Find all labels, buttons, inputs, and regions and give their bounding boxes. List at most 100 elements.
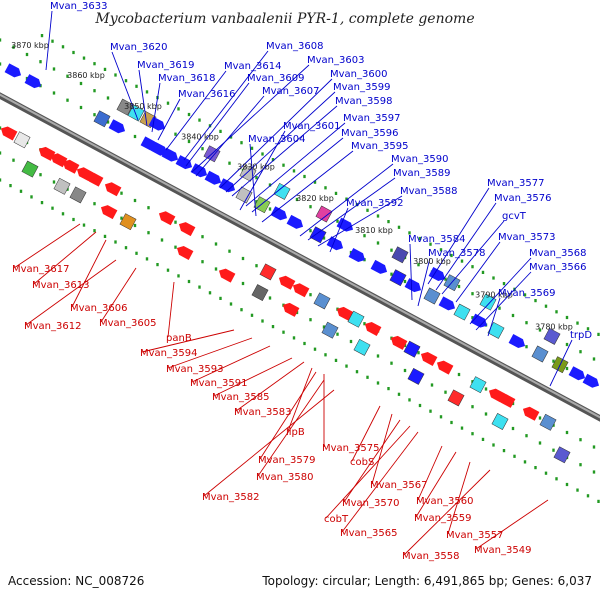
forward-gene-label-leader bbox=[307, 177, 396, 241]
tick-mark bbox=[313, 180, 317, 184]
tick-mark bbox=[363, 234, 366, 238]
tick-mark bbox=[309, 293, 312, 297]
gene-box bbox=[21, 160, 39, 178]
tick-mark bbox=[334, 358, 338, 362]
tick-mark bbox=[525, 321, 528, 325]
tick-mark bbox=[52, 67, 56, 71]
tick-mark bbox=[429, 242, 432, 246]
reverse-gene-label: Mvan_3583 bbox=[234, 407, 291, 418]
forward-gene-label: gcvT bbox=[502, 211, 527, 222]
tick-mark bbox=[240, 141, 243, 145]
tick-mark bbox=[250, 146, 254, 150]
reverse-gene-label: Mvan_3605 bbox=[99, 318, 156, 329]
forward-gene-label-leader bbox=[45, 10, 53, 71]
forward-gene-arrow bbox=[428, 267, 446, 282]
tick-mark bbox=[66, 98, 69, 102]
reverse-gene-label: lipB bbox=[286, 427, 305, 438]
reverse-gene-arrow bbox=[38, 146, 56, 161]
tick-mark bbox=[12, 45, 15, 49]
tick-mark bbox=[565, 430, 569, 435]
reverse-gene-label: Mvan_3565 bbox=[340, 528, 397, 539]
gene-box bbox=[313, 292, 331, 310]
tick-mark bbox=[156, 263, 159, 267]
accession-text: Accession: NC_008726 bbox=[8, 574, 144, 588]
forward-gene-label: Mvan_3616 bbox=[178, 89, 235, 100]
forward-gene-label-leader bbox=[299, 163, 394, 237]
forward-gene-arrow bbox=[190, 163, 208, 178]
tick-mark bbox=[228, 249, 231, 253]
tick-mark bbox=[103, 67, 107, 71]
forward-gene-label: Mvan_3614 bbox=[224, 61, 281, 72]
forward-gene-label: Mvan_3600 bbox=[330, 69, 387, 80]
forward-gene-arrow bbox=[150, 141, 168, 156]
tick-mark bbox=[345, 197, 348, 201]
forward-gene-arrow bbox=[348, 248, 366, 263]
tick-mark bbox=[579, 350, 582, 354]
tick-mark bbox=[324, 186, 327, 190]
forward-gene-label-leader bbox=[435, 202, 497, 291]
tick-mark bbox=[457, 372, 461, 377]
tick-mark bbox=[579, 438, 582, 442]
reverse-gene-label: cobT bbox=[324, 514, 349, 525]
tick-mark bbox=[403, 279, 407, 284]
reverse-gene-label-leader bbox=[213, 357, 293, 397]
forward-gene-label-leader bbox=[185, 82, 250, 167]
tick-mark bbox=[198, 285, 201, 289]
tick-mark bbox=[135, 84, 138, 88]
tick-mark bbox=[292, 169, 296, 173]
tick-mark bbox=[52, 180, 56, 184]
gene-box bbox=[491, 413, 509, 430]
tick-mark bbox=[579, 463, 582, 467]
forward-gene-label-leader bbox=[455, 241, 501, 303]
tick-mark bbox=[79, 81, 83, 86]
tick-mark bbox=[303, 341, 306, 346]
tick-mark bbox=[345, 364, 348, 368]
tick-mark bbox=[250, 313, 254, 317]
reverse-gene-label-leader bbox=[475, 499, 549, 550]
forward-gene-label: Mvan_3577 bbox=[487, 178, 544, 189]
forward-gene-label-leader bbox=[261, 150, 354, 223]
reverse-gene-label-leader bbox=[371, 413, 393, 485]
tick-mark bbox=[376, 214, 380, 218]
tick-mark bbox=[576, 321, 579, 325]
reverse-gene-label: Mvan_3560 bbox=[416, 496, 473, 507]
reverse-gene-label-leader bbox=[167, 337, 253, 369]
tick-mark bbox=[492, 276, 495, 280]
forward-gene-label: Mvan_3597 bbox=[343, 113, 400, 124]
reverse-gene-label: Mvan_3580 bbox=[256, 472, 313, 483]
reverse-gene-label-leader bbox=[417, 445, 443, 501]
reverse-gene-label-leader bbox=[167, 281, 175, 338]
forward-gene-label-leader bbox=[239, 130, 286, 211]
tick-mark bbox=[586, 494, 590, 498]
gene-box bbox=[553, 446, 571, 464]
tick-mark bbox=[187, 139, 191, 144]
forward-gene-label-leader bbox=[151, 82, 161, 133]
tick-mark bbox=[114, 73, 117, 77]
forward-gene-label-leader bbox=[138, 69, 148, 127]
forward-gene-label-leader bbox=[219, 78, 333, 189]
reverse-gene-label-leader bbox=[351, 405, 381, 462]
tick-mark bbox=[309, 318, 312, 322]
tick-mark bbox=[565, 482, 569, 487]
tick-mark bbox=[12, 158, 15, 162]
tick-mark bbox=[93, 113, 96, 117]
tick-mark bbox=[471, 292, 474, 296]
reverse-gene-label: Mvan_3549 bbox=[474, 545, 531, 556]
tick-mark bbox=[120, 191, 123, 195]
tick-mark bbox=[492, 443, 495, 447]
reverse-gene-label: Mvan_3575 bbox=[322, 443, 379, 454]
tick-mark bbox=[174, 132, 177, 136]
forward-gene-label-leader bbox=[183, 50, 269, 161]
reverse-gene-arrow bbox=[176, 245, 194, 260]
tick-mark bbox=[565, 366, 569, 371]
reverse-gene-label: Mvan_3606 bbox=[70, 303, 127, 314]
reverse-gene-label: Mvan_3594 bbox=[140, 348, 197, 359]
gene-box bbox=[116, 98, 134, 116]
reverse-gene-label-leader bbox=[235, 361, 305, 412]
tick-mark bbox=[430, 383, 434, 387]
tick-mark bbox=[219, 296, 222, 300]
tick-mark bbox=[0, 151, 2, 155]
tick-mark bbox=[145, 90, 149, 94]
forward-gene-label: Mvan_3590 bbox=[391, 154, 448, 165]
scale-label: 3810 kbp bbox=[355, 226, 393, 235]
